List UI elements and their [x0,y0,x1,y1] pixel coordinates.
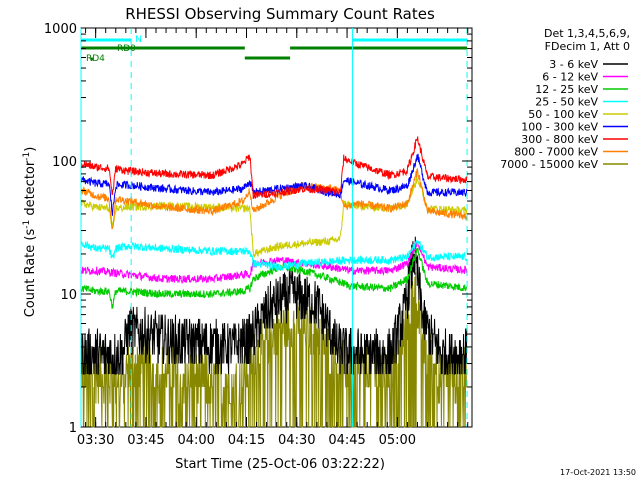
y-tick-label: 10 [60,288,77,303]
footer-timestamp: 17-Oct-2021 13:50 [560,468,636,477]
x-tick-label: 03:30 [77,433,114,448]
legend-label: 800 - 7000 keV [514,146,598,159]
flag-label: RD0 [117,44,136,54]
flag-label: N [135,35,142,45]
legend-header-line-1: Det 1,3,4,5,6,9, [544,27,630,40]
chart-title: RHESSI Observing Summary Count Rates [125,5,435,23]
y-tick-label: 1 [69,421,77,436]
y-axis-label: Count Rate (s-1 detector-1) [22,147,38,318]
legend-label: 7000 - 15000 keV [500,158,598,171]
legend-label: 6 - 12 keV [542,71,598,84]
series-line [80,240,468,272]
y-tick-label: 1000 [44,22,77,37]
legend-label: 25 - 50 keV [535,96,598,109]
legend-label: 3 - 6 keV [549,58,598,71]
legend-label: 50 - 100 keV [528,108,598,121]
legend-label: 300 - 800 keV [521,133,598,146]
series-line [80,136,468,200]
legend: Det 1,3,4,5,6,9, FDecim 1, Att 0 3 - 6 k… [500,27,630,171]
legend-header-line-2: FDecim 1, Att 0 [545,40,630,53]
y-tick-label: 100 [52,155,77,170]
legend-label: 100 - 300 keV [521,121,598,134]
x-tick-label: 05:00 [379,433,416,448]
x-axis-label: Start Time (25-Oct-06 03:22:22) [175,457,385,472]
x-tick-label: 04:30 [278,433,315,448]
series-line [80,247,468,309]
x-tick-label: 03:45 [127,433,164,448]
x-tick-label: 04:00 [177,433,214,448]
x-tick-label: 04:15 [228,433,265,448]
series-line [80,236,468,375]
series-line [80,167,468,230]
flag-label: RD4 [86,54,105,64]
legend-label: 12 - 25 keV [535,83,598,96]
x-tick-label: 04:45 [328,433,365,448]
